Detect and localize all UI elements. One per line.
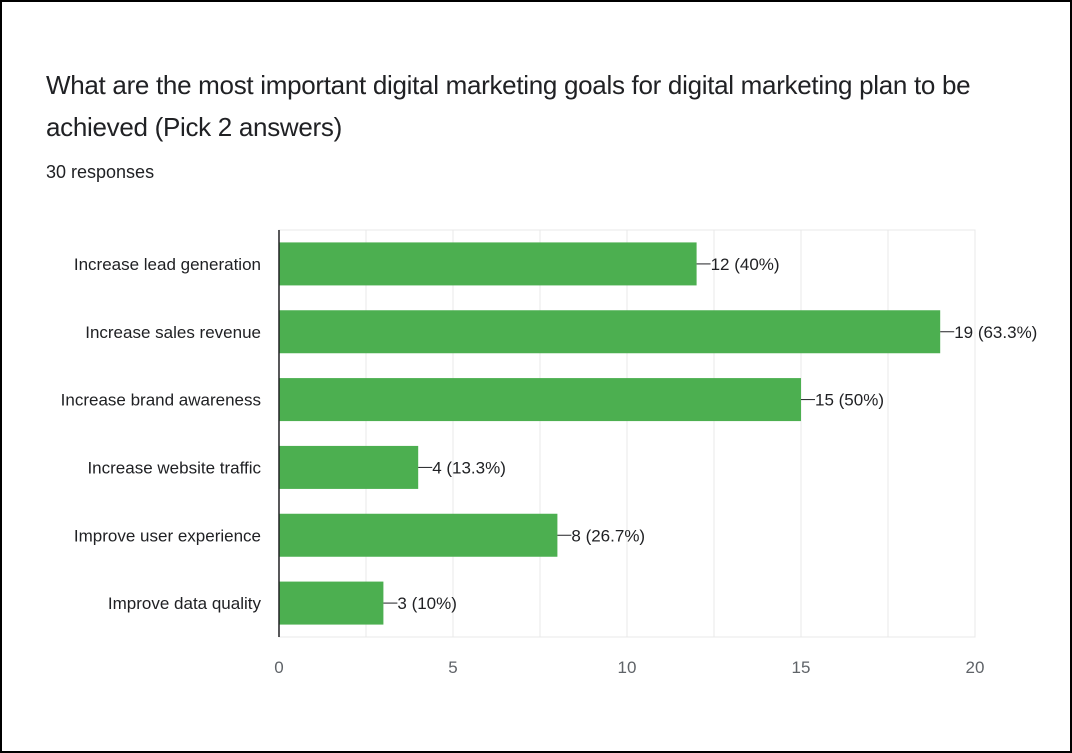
category-label: Increase website traffic (87, 458, 261, 477)
category-label: Increase brand awareness (61, 391, 261, 410)
x-tick-label: 0 (274, 658, 283, 677)
category-label: Improve data quality (108, 594, 262, 613)
data-label: 4 (13.3%) (432, 458, 506, 477)
x-tick-label: 20 (966, 658, 985, 677)
data-label: 19 (63.3%) (954, 323, 1037, 342)
data-label: 8 (26.7%) (571, 526, 645, 545)
data-label: 15 (50%) (815, 391, 884, 410)
bar (279, 378, 801, 422)
bar (279, 445, 419, 489)
bar (279, 310, 941, 354)
chart-title: What are the most important digital mark… (46, 70, 971, 142)
data-label: 12 (40%) (711, 255, 780, 274)
x-tick-label: 5 (448, 658, 457, 677)
category-label: Improve user experience (74, 526, 261, 545)
category-label: Increase sales revenue (85, 323, 261, 342)
category-label: Increase lead generation (74, 255, 261, 274)
x-tick-label: 10 (618, 658, 637, 677)
x-tick-label: 15 (792, 658, 811, 677)
bar (279, 242, 697, 286)
bar (279, 581, 384, 625)
response-count: 30 responses (46, 162, 155, 182)
bar (279, 513, 558, 557)
data-label: 3 (10%) (397, 594, 457, 613)
